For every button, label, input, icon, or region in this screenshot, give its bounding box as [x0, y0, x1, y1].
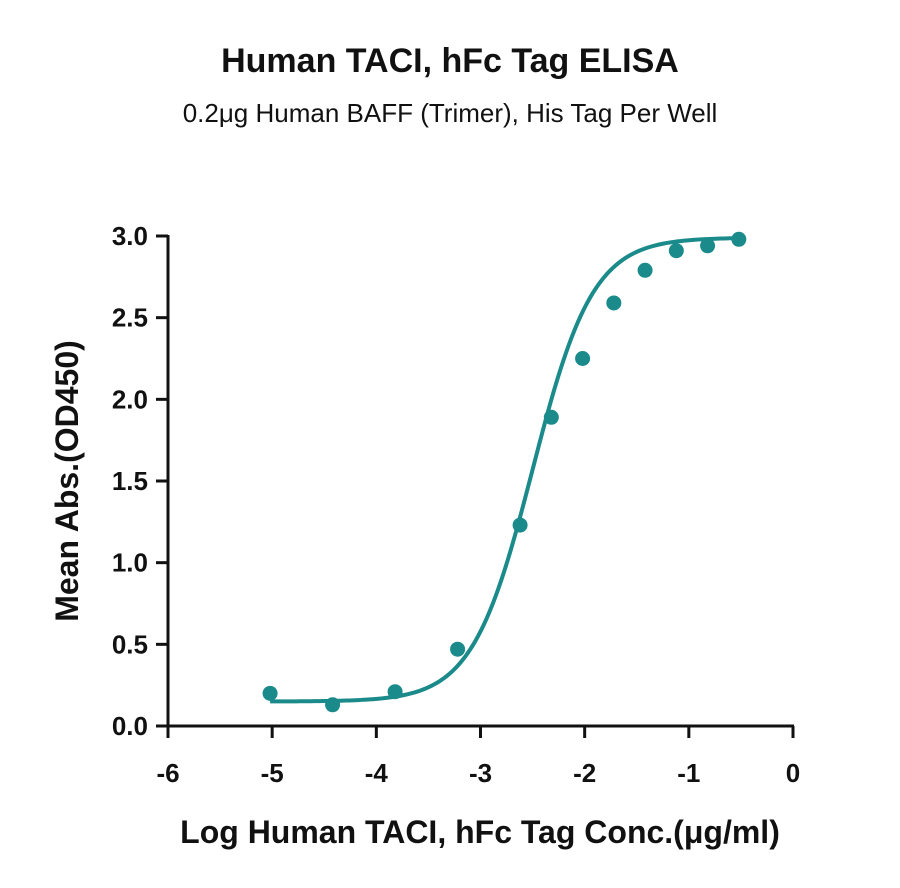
x-axis-title: Log Human TACI, hFc Tag Conc.(μg/ml) [180, 814, 780, 850]
fit-curve [270, 236, 739, 704]
chart-title: Human TACI, hFc Tag ELISA [221, 42, 679, 80]
data-point [512, 517, 528, 533]
data-point [731, 231, 747, 247]
data-point [387, 684, 403, 700]
data-point [668, 243, 684, 259]
x-tick-label: -5 [261, 758, 284, 788]
chart-subtitle: 0.2μg Human BAFF (Trimer), His Tag Per W… [182, 98, 718, 128]
axes: 0.0 0.5 1.0 1.5 2.0 2.5 3.0 -6 -5 -4 -3 -2 -1 0 [112, 221, 800, 788]
x-tick-label: -2 [573, 758, 596, 788]
x-tick-label: 0 [786, 758, 800, 788]
data-point [637, 262, 653, 278]
y-tick-label: 0.0 [112, 711, 148, 741]
y-tick-label: 3.0 [112, 221, 148, 251]
data-point [543, 409, 559, 425]
data-points-layer [262, 231, 747, 713]
x-tick-label: -6 [156, 758, 179, 788]
y-tick-label: 2.5 [112, 303, 148, 333]
y-tick-label: 1.5 [112, 466, 148, 496]
data-point [700, 238, 716, 254]
data-point [606, 295, 622, 311]
y-axis-title: Mean Abs.(OD450) [49, 340, 85, 622]
data-point [575, 351, 591, 366]
y-tick-label: 1.0 [112, 548, 148, 578]
x-tick-label: -3 [469, 758, 492, 788]
x-tick-label: -4 [365, 758, 389, 788]
data-point [450, 641, 466, 657]
data-point [325, 697, 341, 713]
fit-curve-layer [270, 236, 739, 704]
x-tick-label: -1 [677, 758, 700, 788]
y-tick-label: 2.0 [112, 384, 148, 414]
y-tick-label: 0.5 [112, 629, 148, 659]
data-point [262, 685, 278, 701]
